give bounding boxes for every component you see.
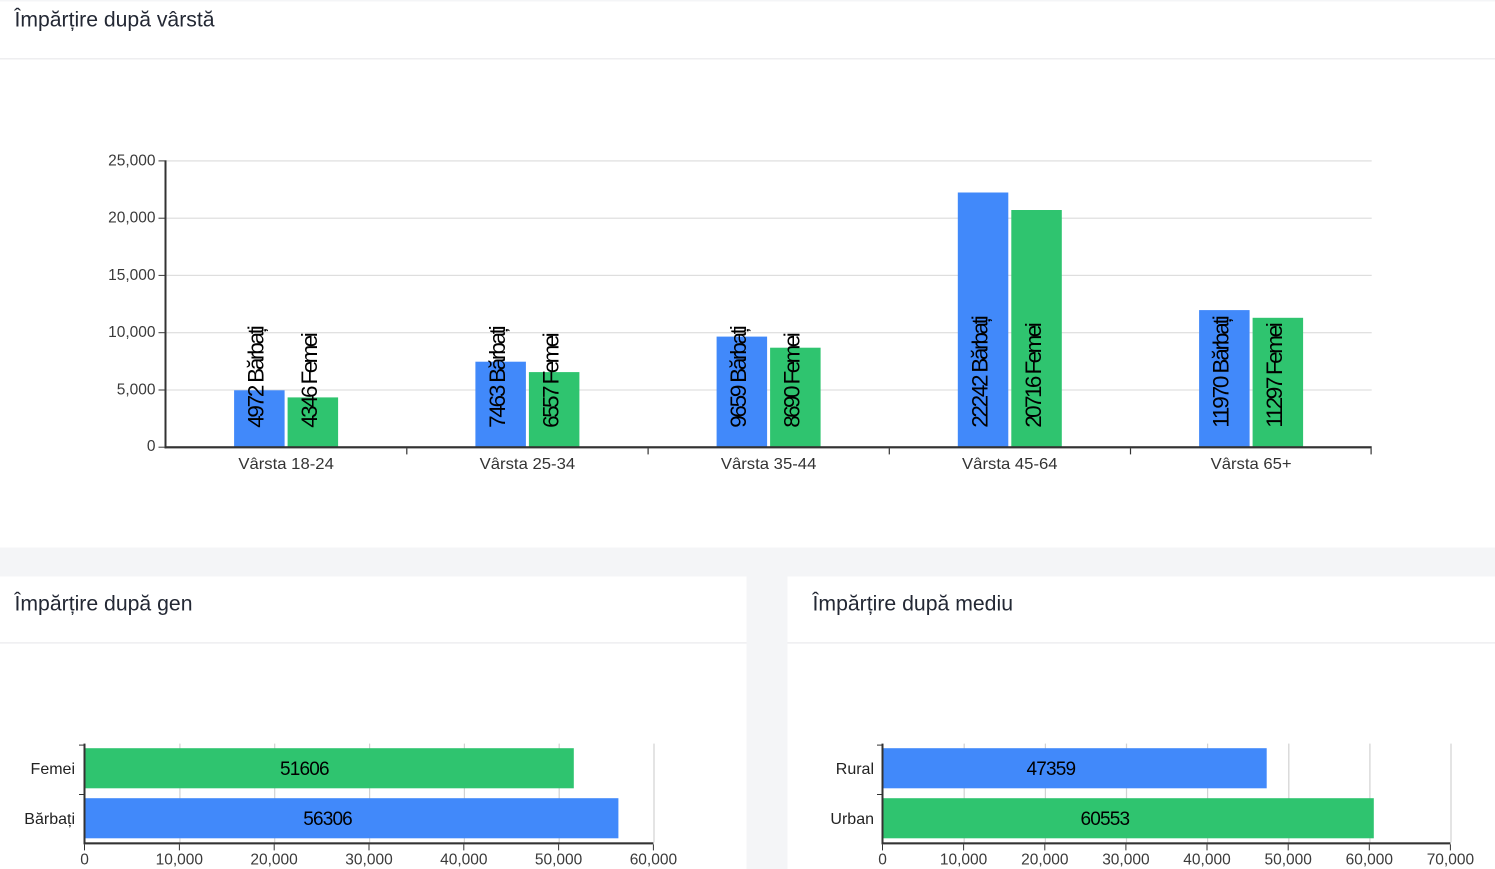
svg-text:60,000: 60,000 — [630, 852, 678, 869]
svg-text:11970 Bărbați: 11970 Bărbați — [1209, 315, 1234, 428]
svg-text:Bărbați: Bărbați — [24, 811, 75, 828]
svg-text:8690 Femei: 8690 Femei — [780, 332, 805, 428]
svg-text:50,000: 50,000 — [535, 852, 583, 869]
svg-text:Împărțire după mediu: Împărțire după mediu — [811, 592, 1013, 615]
svg-text:56306: 56306 — [303, 809, 353, 830]
svg-text:Vârsta 35-44: Vârsta 35-44 — [721, 456, 817, 473]
svg-text:Femei: Femei — [31, 761, 75, 778]
svg-text:51606: 51606 — [280, 759, 330, 780]
svg-text:5,000: 5,000 — [117, 382, 156, 399]
svg-text:4972 Bărbați: 4972 Bărbați — [244, 325, 269, 428]
svg-text:Vârsta 65+: Vârsta 65+ — [1211, 456, 1292, 473]
svg-text:22242 Bărbați: 22242 Bărbați — [967, 315, 992, 428]
svg-text:0: 0 — [878, 852, 887, 869]
svg-text:10,000: 10,000 — [940, 852, 988, 869]
svg-text:9659 Bărbați: 9659 Bărbați — [726, 325, 751, 428]
svg-text:6557 Femei: 6557 Femei — [538, 332, 563, 428]
svg-text:Împărțire după gen: Împărțire după gen — [13, 592, 192, 615]
svg-text:7463 Bărbați: 7463 Bărbați — [485, 325, 510, 428]
svg-text:50,000: 50,000 — [1264, 852, 1312, 869]
svg-text:60553: 60553 — [1081, 809, 1131, 830]
svg-text:20,000: 20,000 — [250, 852, 298, 869]
svg-text:10,000: 10,000 — [108, 324, 156, 341]
svg-text:40,000: 40,000 — [440, 852, 488, 869]
svg-text:20,000: 20,000 — [108, 210, 156, 227]
svg-text:25,000: 25,000 — [108, 152, 156, 169]
svg-text:47359: 47359 — [1027, 759, 1077, 780]
svg-text:4346 Femei: 4346 Femei — [297, 332, 322, 428]
svg-text:10,000: 10,000 — [156, 852, 204, 869]
svg-text:70,000: 70,000 — [1427, 852, 1475, 869]
svg-text:11297 Femei: 11297 Femei — [1262, 322, 1287, 428]
svg-text:15,000: 15,000 — [108, 267, 156, 284]
svg-text:Vârsta 18-24: Vârsta 18-24 — [238, 456, 334, 473]
svg-text:Vârsta 45-64: Vârsta 45-64 — [962, 456, 1058, 473]
svg-text:30,000: 30,000 — [1102, 852, 1150, 869]
svg-text:Urban: Urban — [830, 811, 874, 828]
svg-text:20,000: 20,000 — [1021, 852, 1069, 869]
svg-text:Împărțire după vârstă: Împărțire după vârstă — [13, 9, 214, 32]
svg-text:60,000: 60,000 — [1346, 852, 1394, 869]
svg-text:30,000: 30,000 — [345, 852, 393, 869]
svg-text:20716 Femei: 20716 Femei — [1021, 322, 1046, 428]
svg-text:Vârsta 25-34: Vârsta 25-34 — [480, 456, 576, 473]
svg-text:0: 0 — [147, 438, 156, 455]
svg-text:0: 0 — [80, 852, 89, 869]
svg-text:Rural: Rural — [836, 761, 874, 778]
svg-text:40,000: 40,000 — [1183, 852, 1231, 869]
